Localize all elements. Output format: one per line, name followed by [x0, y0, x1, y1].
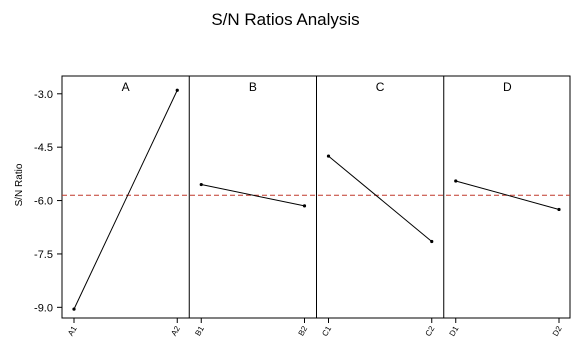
y-tick-label: -3.0 — [34, 89, 53, 101]
y-tick-label: -4.5 — [34, 142, 53, 154]
data-point — [430, 239, 434, 244]
data-point — [326, 154, 331, 158]
x-tick-label: D2 — [551, 324, 564, 338]
y-tick-label: -9.0 — [34, 302, 53, 314]
y-axis-label: S/N Ratio — [14, 163, 25, 206]
data-point — [199, 182, 203, 187]
data-point — [302, 204, 307, 208]
panel-title: B — [249, 80, 257, 94]
series-line — [328, 155, 433, 242]
data-point — [72, 307, 76, 311]
panel-title: D — [503, 80, 512, 94]
chart-title: S/N Ratios Analysis — [211, 10, 360, 29]
x-tick-label: B2 — [297, 324, 310, 337]
panel-title: C — [376, 80, 385, 94]
x-tick-label: B1 — [193, 324, 206, 337]
series-line — [455, 180, 560, 210]
x-tick-label: C1 — [320, 324, 333, 338]
y-tick-label: -7.5 — [34, 249, 53, 261]
x-tick-label: A2 — [169, 324, 182, 337]
y-tick-label: -6.0 — [34, 196, 53, 208]
x-tick-label: C2 — [424, 324, 437, 338]
x-tick-label: A1 — [66, 324, 79, 337]
panel-title: A — [122, 80, 130, 94]
series-line — [201, 184, 305, 207]
data-point — [454, 179, 458, 183]
series-line — [73, 90, 178, 310]
data-point — [557, 207, 561, 212]
x-tick-label: D1 — [448, 324, 461, 338]
data-point — [175, 88, 179, 92]
